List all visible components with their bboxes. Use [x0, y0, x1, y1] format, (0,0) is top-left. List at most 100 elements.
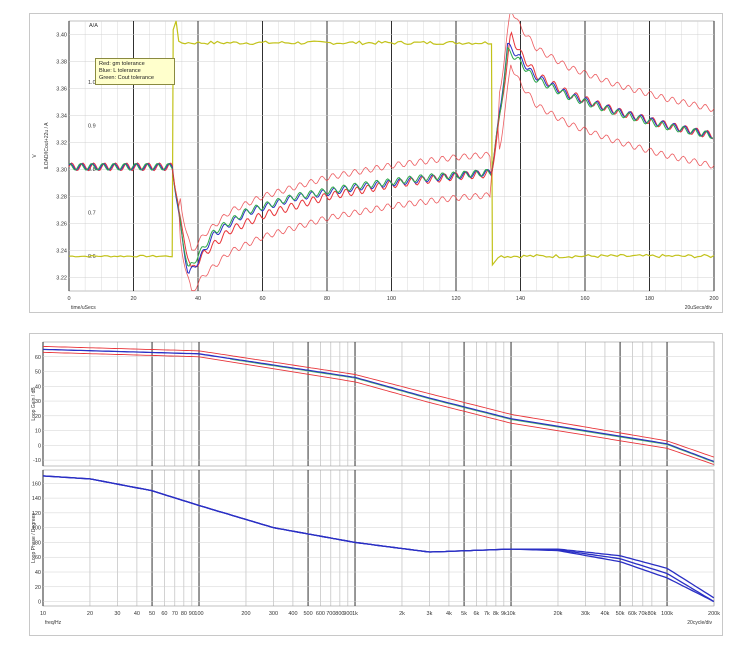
gain-tick-label: 50 [35, 370, 41, 376]
gain-frame [42, 341, 715, 467]
gain-tick-label: 0 [38, 443, 41, 449]
freq-tick-label: 600 [316, 611, 325, 617]
phase-series-line [42, 475, 715, 603]
freq-tick-label: 8k [493, 611, 499, 617]
freq-tick-label: 2k [399, 611, 405, 617]
x-tick-label: 0 [67, 296, 70, 302]
gain-tick-label: 40 [35, 384, 41, 390]
freq-tick-label: 80 [181, 611, 187, 617]
y-axis-label: ILOAD/ICout+22u / A [44, 122, 50, 169]
envelope-line-upper [171, 14, 715, 251]
x-tick-label: 200 [709, 296, 718, 302]
phase-tick-label: 120 [32, 511, 41, 517]
x-tick-label: 100 [387, 296, 396, 302]
freq-tick-label: 90 [189, 611, 195, 617]
transient-response-chart: 0 20 40 60 80 100 120 140 160 180 200 3.22 3.24 3.26 3… [29, 13, 723, 313]
x-tick-label: 40 [195, 296, 201, 302]
phase-tick-label: 0 [38, 600, 41, 606]
y-tick-label: 3.22 [56, 276, 67, 282]
gain-tick-label: 30 [35, 399, 41, 405]
bode-plot-chart: 10 20 30 40 50 60 70 80 90 100 200 300 400 500 600 700 8… [29, 333, 723, 636]
freq-tick-label: 80k [647, 611, 656, 617]
legend-entry-red: Red: gm tolerance [99, 61, 145, 67]
freq-tick-label: 6k [474, 611, 480, 617]
y2-tick-label: 0.8 [88, 167, 96, 173]
y-tick-label: 3.40 [56, 33, 67, 39]
y2-tick-label: 0.7 [88, 211, 96, 217]
y2-tick-label: 0.6 [88, 254, 96, 260]
freq-tick-label: 900 [343, 611, 352, 617]
gain-tick-label: -10 [33, 458, 41, 464]
gain-tick-label: 60 [35, 355, 41, 361]
freq-tick-label: 7k [484, 611, 490, 617]
freq-tick-label: 40k [601, 611, 610, 617]
gain-tick-label: 20 [35, 414, 41, 420]
freq-tick-label: 400 [288, 611, 297, 617]
freq-tick-label: 30 [114, 611, 120, 617]
gain-tick-label: 10 [35, 429, 41, 435]
freq-tick-label: 50k [616, 611, 625, 617]
freq-tick-label: 70k [638, 611, 647, 617]
freq-tick-label: 1k [352, 611, 358, 617]
y-tick-label: 3.36 [56, 87, 67, 93]
load-current-trace [68, 20, 715, 267]
x-axis-label: time/uSecs [71, 305, 96, 311]
y-tick-label: 3.34 [56, 114, 67, 120]
freq-tick-label: 20k [554, 611, 563, 617]
gain-series-line-green [230, 358, 714, 463]
freq-tick-label: 100 [194, 611, 203, 617]
freq-tick-label: 30k [581, 611, 590, 617]
freq-tick-label: 800 [335, 611, 344, 617]
envelope-line-lower [171, 64, 715, 292]
freq-tick-label: 100k [661, 611, 673, 617]
gain-series-line [42, 345, 714, 458]
y-tick-label: 3.26 [56, 222, 67, 228]
phase-axis-label: Loop Phase / Degrees [31, 513, 37, 563]
phase-tick-label: 160 [32, 481, 41, 487]
phase-tick-label: 140 [32, 496, 41, 502]
phase-frame [42, 469, 715, 607]
freq-tick-label: 4k [446, 611, 452, 617]
y-tick-label: 3.38 [56, 60, 67, 66]
gain-axis-label: Loop Gain / dB [31, 387, 37, 421]
freq-tick-label: 40 [134, 611, 140, 617]
y-tick-label: 3.24 [56, 249, 67, 255]
freq-axis-label: freq/Hz [45, 620, 62, 626]
freq-tick-label: 700 [326, 611, 335, 617]
phase-tick-label: 20 [35, 585, 41, 591]
freq-tick-label: 300 [269, 611, 278, 617]
y-tick-label: 3.30 [56, 168, 67, 174]
x-tick-label: 180 [645, 296, 654, 302]
freq-tick-label: 50 [149, 611, 155, 617]
y2-tick-label: 1.0 [88, 80, 96, 86]
transient-plot-area: 0 20 40 60 80 100 120 140 160 180 200 3.22 3.24 3.26 3… [32, 14, 719, 311]
y2-units-label: A/A [89, 23, 98, 29]
phase-tick-label: 40 [35, 570, 41, 576]
legend-entry-green: Green: Cout tolerance [99, 75, 155, 81]
y-tick-label: 3.28 [56, 195, 67, 201]
x-tick-label: 120 [451, 296, 460, 302]
legend: Red: gm tolerance Blue: L tolerance Gree… [95, 58, 175, 85]
freq-tick-label: 3k [427, 611, 433, 617]
freq-tick-label: 10k [507, 611, 516, 617]
freq-tick-label: 200 [241, 611, 250, 617]
x-tick-label: 160 [580, 296, 589, 302]
freq-tick-label: 10 [40, 611, 46, 617]
y-tick-label: 3.32 [56, 141, 67, 147]
phase-tick-label: 60 [35, 555, 41, 561]
x-tick-label: 80 [324, 296, 330, 302]
x-tick-label: 140 [516, 296, 525, 302]
freq-tick-label: 60k [628, 611, 637, 617]
bode-plot-area: 10 20 30 40 50 60 70 80 90 100 200 300 400 500 600 700 8… [31, 341, 720, 626]
freq-tick-label: 500 [303, 611, 312, 617]
freq-tick-label: 20 [87, 611, 93, 617]
phase-tick-label: 100 [32, 526, 41, 532]
x-axis-scale-label: 20uSecs/div [685, 305, 713, 311]
freq-tick-label: 200k [708, 611, 720, 617]
freq-tick-label: 5k [461, 611, 467, 617]
freq-tick-label: 60 [161, 611, 167, 617]
x-tick-label: 60 [259, 296, 265, 302]
y-axis-units: V [32, 154, 38, 158]
freq-tick-label: 70 [172, 611, 178, 617]
legend-entry-blue: Blue: L tolerance [99, 68, 141, 74]
